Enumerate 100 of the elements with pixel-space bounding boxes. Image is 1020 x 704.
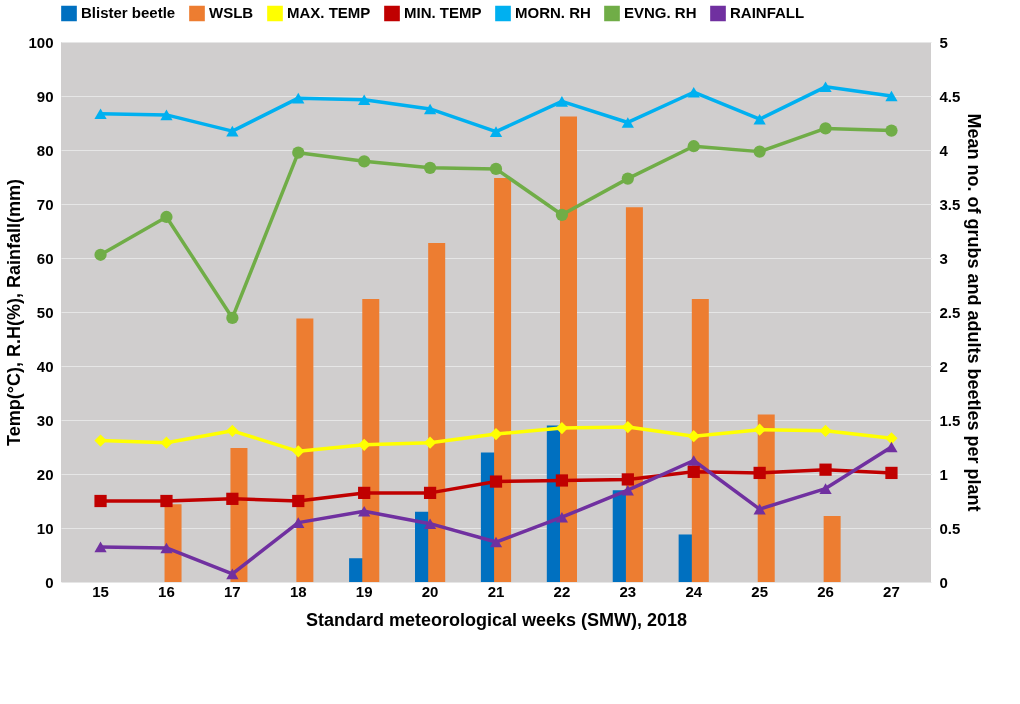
y2-tick-label: 3 — [939, 249, 948, 267]
x-tick-label: 23 — [619, 582, 637, 600]
point — [621, 117, 634, 128]
point — [753, 503, 766, 515]
bar — [428, 242, 446, 582]
bar — [296, 318, 314, 582]
point — [489, 427, 503, 441]
bar — [560, 116, 577, 582]
point — [423, 103, 437, 115]
point — [753, 423, 766, 436]
bar — [362, 299, 380, 582]
point — [94, 248, 107, 261]
point — [555, 208, 569, 221]
y2-tick-label: 2.5 — [939, 303, 961, 321]
y-axis-title: Temp(°C), R.H(%), Rainfall(mm) — [4, 179, 25, 446]
point — [885, 124, 898, 137]
y2-tick-label: 5 — [939, 33, 948, 51]
y-tick-label: 0 — [45, 573, 54, 591]
point — [885, 466, 898, 480]
point — [226, 311, 239, 325]
x-tick-label: 25 — [751, 582, 768, 600]
legend-label: EVNG. RH — [624, 4, 697, 22]
y2-tick-label: 0.5 — [939, 519, 961, 537]
y-tick-label: 50 — [36, 303, 54, 321]
point — [885, 90, 898, 102]
x-tick-label: 27 — [883, 582, 900, 600]
bar — [691, 299, 709, 582]
y2-tick-label: 4 — [939, 141, 949, 159]
point — [819, 483, 832, 494]
point — [885, 432, 898, 445]
point — [358, 94, 371, 106]
y-tick-label: 60 — [36, 249, 54, 267]
point — [358, 155, 371, 168]
legend-label: RAINFALL — [730, 4, 805, 22]
point — [160, 109, 173, 121]
point — [687, 86, 700, 98]
point — [226, 492, 239, 505]
point — [423, 486, 437, 500]
point — [160, 210, 173, 224]
x-tick-label: 22 — [553, 582, 571, 600]
point — [753, 113, 766, 125]
y-tick-label: 90 — [36, 87, 54, 105]
y-tick-label: 30 — [36, 411, 54, 429]
legend-label: WSLB — [209, 4, 254, 22]
x-tick-label: 15 — [92, 582, 109, 600]
point — [292, 92, 305, 104]
bar — [823, 516, 841, 582]
point — [226, 424, 239, 437]
x-tick-label: 26 — [817, 582, 834, 600]
y-tick-label: 80 — [36, 141, 54, 159]
legend-label: Blister beetle — [81, 4, 176, 22]
point — [423, 161, 437, 174]
legend-label: MIN. TEMP — [404, 4, 482, 22]
point — [555, 96, 569, 107]
point — [687, 140, 700, 153]
y-tick-label: 20 — [36, 465, 54, 483]
point — [489, 126, 503, 137]
y-tick-label: 40 — [36, 357, 54, 375]
y2-tick-label: 4.5 — [939, 87, 961, 105]
point — [621, 420, 634, 434]
point — [555, 421, 569, 435]
legend-label: MORN. RH — [515, 4, 591, 22]
point — [621, 172, 634, 185]
point — [819, 424, 832, 437]
point — [753, 466, 766, 480]
point — [94, 494, 107, 508]
x-tick-label: 17 — [224, 582, 241, 600]
point — [687, 430, 700, 443]
legend-label: MAX. TEMP — [287, 4, 371, 22]
point — [621, 473, 634, 486]
point — [94, 108, 107, 120]
x-tick-label: 19 — [355, 582, 373, 600]
y2-tick-label: 0 — [939, 573, 948, 591]
y2-tick-label: 3.5 — [939, 195, 961, 213]
y2-tick-label: 2 — [939, 357, 948, 375]
point — [489, 162, 503, 176]
point — [489, 475, 503, 488]
point — [226, 568, 239, 580]
bar — [164, 504, 182, 582]
bar — [494, 178, 512, 582]
point — [226, 125, 239, 137]
point — [94, 541, 107, 553]
x-tick-label: 18 — [289, 582, 307, 600]
point — [160, 494, 173, 508]
point — [687, 455, 700, 466]
point — [621, 484, 634, 496]
y-tick-label: 100 — [28, 33, 54, 51]
y2-axis-title: Mean no. of grubs and adults beetles per plant — [964, 113, 985, 512]
point — [753, 145, 766, 158]
point — [489, 536, 503, 548]
y-tick-label: 10 — [36, 519, 54, 537]
point — [885, 441, 898, 453]
point — [292, 494, 305, 508]
y2-tick-label: 1 — [939, 465, 948, 483]
point — [160, 436, 173, 449]
point — [358, 505, 371, 517]
x-tick-label: 21 — [487, 582, 505, 600]
point — [160, 542, 173, 554]
x-axis-title: Standard meteorological weeks (SMW), 2018 — [305, 609, 688, 630]
point — [292, 146, 305, 159]
